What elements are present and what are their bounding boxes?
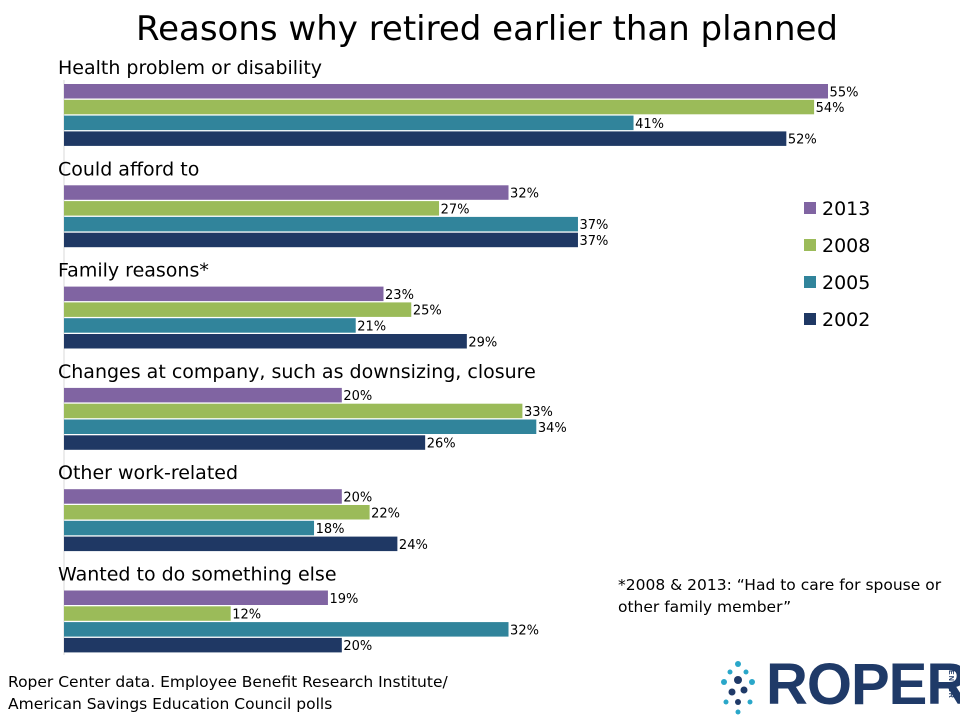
bar-value-label: 25%	[413, 304, 442, 319]
legend-swatch	[804, 276, 816, 288]
bar-2002	[64, 637, 342, 653]
bar-value-label: 52%	[788, 133, 817, 148]
bar-2013	[64, 489, 342, 504]
bar-value-label: 37%	[580, 218, 609, 233]
bar-value-label: 32%	[510, 187, 539, 202]
bar-value-label: 21%	[357, 319, 386, 334]
bar-value-label: 29%	[468, 335, 497, 350]
category-label: Changes at company, such as downsizing, …	[58, 361, 536, 383]
bar-2013	[64, 185, 509, 200]
category-group: Family reasons* 23%25% 21% 29%	[58, 260, 497, 351]
category-label: Could afford to	[58, 158, 199, 180]
bar-2005	[64, 622, 509, 637]
legend-label: 2002	[822, 309, 870, 331]
bar-value-label: 55%	[830, 85, 859, 100]
legend-swatch	[804, 202, 816, 214]
bar-2005	[64, 419, 537, 434]
bar-value-label: 32%	[510, 623, 539, 638]
category-group: Wanted to do something else 19% 12% 32% 20%	[58, 564, 539, 655]
bar-value-label: 24%	[399, 538, 428, 553]
category-label: Family reasons*	[58, 260, 209, 282]
bar-2005	[64, 216, 578, 232]
bar-2008	[64, 403, 523, 419]
category-group: Other work-related 20%22% 18% 24%	[58, 462, 428, 553]
bar-value-label: 22%	[371, 506, 400, 521]
bar-value-label: 54%	[816, 101, 845, 116]
bar-2008	[64, 505, 370, 520]
category-label: Health problem or disability	[58, 57, 322, 79]
logo-subtext: CENTER	[947, 664, 954, 699]
bar-value-label: 20%	[343, 639, 372, 654]
bar-2008	[64, 302, 412, 317]
bar-2005	[64, 318, 356, 333]
legend-label: 2008	[822, 235, 870, 257]
category-group: Health problem or disability 55%54% 41% 52%	[58, 57, 858, 148]
bar-value-label: 12%	[232, 608, 261, 623]
bar-value-label: 26%	[427, 437, 456, 452]
bars: Health problem or disability 55%54% 41% 52%…	[58, 57, 858, 654]
bar-value-label: 34%	[538, 421, 567, 436]
category-group: Changes at company, such as downsizing, …	[58, 361, 567, 452]
bar-value-label: 20%	[343, 490, 372, 505]
legend-swatch	[804, 239, 816, 251]
legend-label: 2005	[822, 272, 870, 294]
bar-2005	[64, 115, 634, 131]
bar-2013	[64, 286, 384, 302]
category-label: Wanted to do something else	[58, 564, 337, 586]
footnote: *2008 & 2013: “Had to care for spouse or…	[618, 576, 942, 616]
bar-2008	[64, 201, 440, 216]
chart-title: Reasons why retired earlier than planned	[136, 9, 838, 49]
logo-mark-icon	[721, 661, 755, 715]
legend-swatch	[804, 313, 816, 325]
bar-2013	[64, 84, 828, 99]
bar-2005	[64, 520, 315, 536]
category-label: Other work-related	[58, 462, 238, 484]
bar-2008	[64, 99, 815, 115]
bar-value-label: 37%	[580, 234, 609, 249]
bar-value-label: 23%	[385, 288, 414, 303]
bar-value-label: 19%	[329, 592, 358, 607]
bar-2013	[64, 387, 342, 403]
source-note: Roper Center data. Employee Benefit Rese…	[8, 673, 448, 713]
bar-2002	[64, 536, 398, 552]
legend: 2013 2008 2005 2002	[804, 198, 870, 331]
bar-value-label: 18%	[316, 522, 345, 537]
bar-2002	[64, 131, 787, 146]
bar-value-label: 41%	[635, 117, 664, 132]
bar-2002	[64, 435, 426, 450]
bar-value-label: 33%	[524, 405, 553, 420]
category-group: Could afford to 32% 27% 37%37%	[58, 158, 608, 249]
bar-2002	[64, 232, 578, 248]
bar-value-label: 20%	[343, 389, 372, 404]
roper-center-logo: ROPER CENTER	[716, 656, 960, 716]
bar-value-label: 27%	[441, 202, 470, 217]
bar-2002	[64, 334, 467, 349]
bar-2008	[64, 606, 231, 621]
legend-label: 2013	[822, 198, 870, 220]
logo-wordmark: ROPER	[766, 652, 960, 717]
bar-2013	[64, 590, 328, 605]
